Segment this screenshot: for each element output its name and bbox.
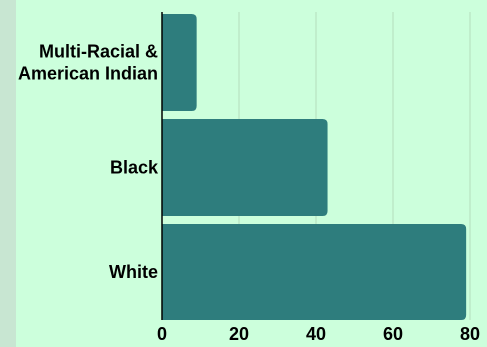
category-label: Black — [110, 158, 159, 178]
category-label: Multi-Racial & — [39, 42, 158, 62]
x-tick-label: 80 — [460, 324, 480, 344]
category-label: White — [109, 262, 158, 282]
chart-panel: Multi-Racial & American Indian Black White 0… — [16, 0, 487, 347]
x-tick-label: 0 — [157, 324, 167, 344]
bar-white — [162, 224, 467, 320]
bar-black — [162, 119, 328, 216]
bar-multi-racial-american-indian — [162, 14, 197, 111]
x-tick-label: 40 — [306, 324, 326, 344]
category-label: American Indian — [18, 64, 158, 84]
bar-chart: Multi-Racial &American Indian Black White 0… — [18, 12, 480, 344]
x-tick-label: 20 — [229, 324, 249, 344]
x-tick-label: 60 — [383, 324, 403, 344]
